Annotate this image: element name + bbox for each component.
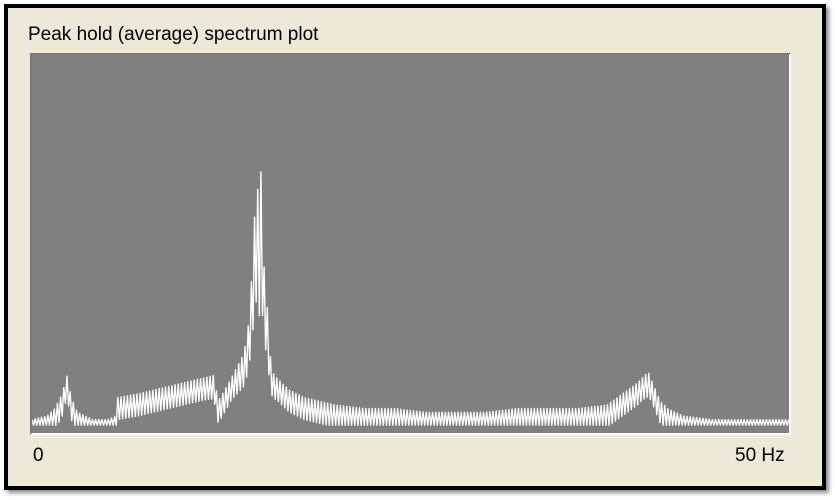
x-tick-label-max: 50 Hz bbox=[735, 445, 785, 466]
x-tick-label-min: 0 bbox=[33, 445, 44, 466]
spectrum-chart bbox=[32, 171, 789, 426]
spectrum-trace-0 bbox=[32, 171, 789, 426]
plot-title: Peak hold (average) spectrum plot bbox=[28, 24, 319, 45]
spectrum-plot-area bbox=[30, 53, 791, 435]
